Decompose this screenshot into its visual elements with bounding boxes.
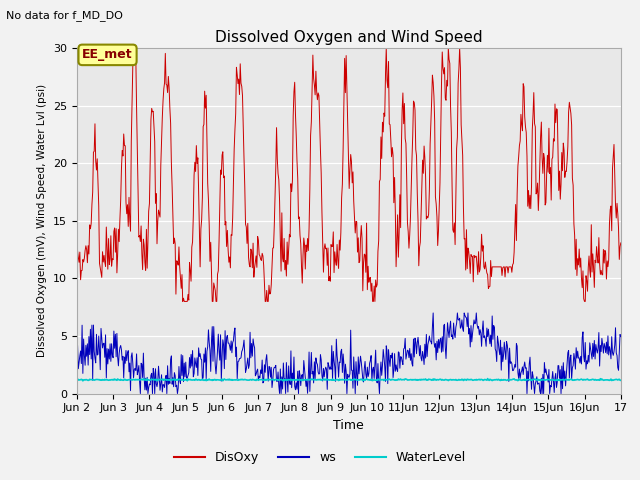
- WaterLevel: [416, 377, 424, 383]
- WaterLevel: [280, 378, 287, 384]
- DisOxy: [433, 201, 440, 207]
- DisOxy: [140, 236, 147, 242]
- WaterLevel: [223, 377, 230, 383]
- WaterLevel: [73, 377, 81, 383]
- Y-axis label: Dissolved Oxygen (mV), Wind Speed, Water Lvl (psi): Dissolved Oxygen (mV), Wind Speed, Water…: [37, 84, 47, 358]
- ws: [617, 334, 625, 339]
- DisOxy: [617, 240, 625, 246]
- ws: [433, 357, 440, 363]
- ws: [195, 345, 202, 351]
- DisOxy: [73, 257, 81, 263]
- DisOxy: [224, 247, 232, 253]
- ws: [429, 310, 437, 316]
- ws: [416, 353, 424, 359]
- WaterLevel: [194, 377, 202, 383]
- Title: Dissolved Oxygen and Wind Speed: Dissolved Oxygen and Wind Speed: [215, 30, 483, 46]
- WaterLevel: [484, 376, 492, 382]
- Text: EE_met: EE_met: [82, 48, 133, 61]
- DisOxy: [196, 228, 204, 233]
- Line: ws: ws: [77, 313, 621, 394]
- ws: [140, 350, 147, 356]
- WaterLevel: [83, 377, 90, 383]
- WaterLevel: [431, 377, 439, 383]
- WaterLevel: [617, 378, 625, 384]
- X-axis label: Time: Time: [333, 419, 364, 432]
- DisOxy: [130, 45, 138, 51]
- Line: WaterLevel: WaterLevel: [77, 379, 621, 381]
- ws: [83, 353, 90, 359]
- DisOxy: [179, 299, 187, 304]
- DisOxy: [83, 247, 90, 252]
- Text: No data for f_MD_DO: No data for f_MD_DO: [6, 10, 124, 21]
- Line: DisOxy: DisOxy: [77, 48, 621, 301]
- ws: [136, 391, 144, 396]
- DisOxy: [417, 239, 424, 245]
- ws: [73, 356, 81, 362]
- ws: [223, 333, 231, 338]
- WaterLevel: [139, 377, 147, 383]
- Legend: DisOxy, ws, WaterLevel: DisOxy, ws, WaterLevel: [169, 446, 471, 469]
